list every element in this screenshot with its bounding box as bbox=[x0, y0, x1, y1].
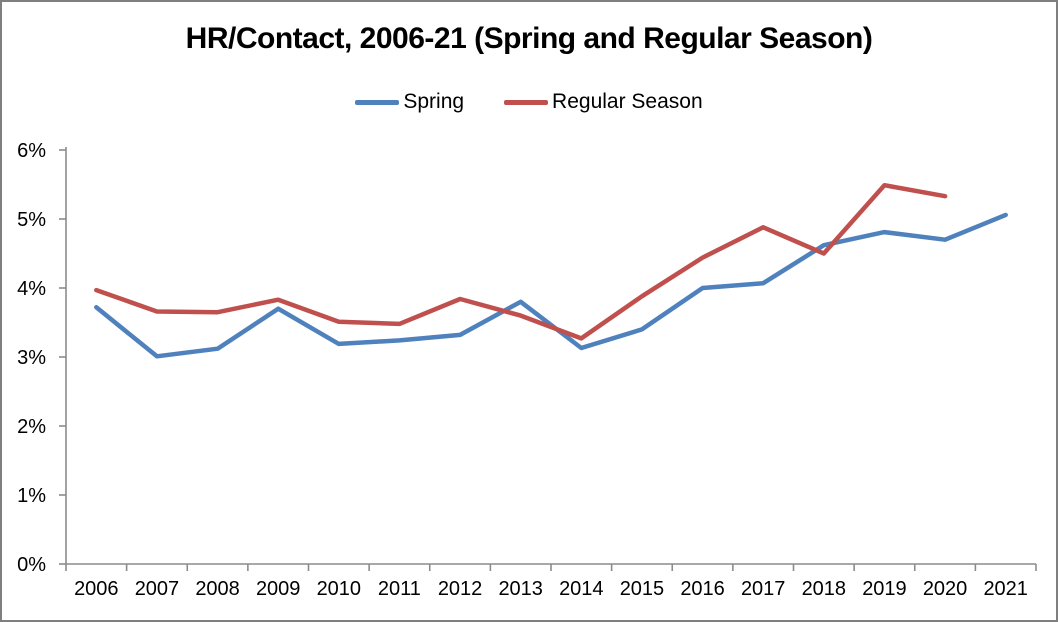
y-tick-label: 4% bbox=[17, 278, 46, 300]
x-tick-label: 2020 bbox=[923, 578, 968, 600]
legend-label-regular-season: Regular Season bbox=[552, 90, 703, 113]
x-tick-label: 2008 bbox=[195, 578, 240, 600]
x-tick-label: 2015 bbox=[620, 578, 665, 600]
y-tick-label: 0% bbox=[17, 554, 46, 576]
y-tick-label: 3% bbox=[17, 347, 46, 369]
x-tick-label: 2019 bbox=[862, 578, 907, 600]
y-tick-label: 1% bbox=[17, 485, 46, 507]
x-tick-label: 2012 bbox=[438, 578, 483, 600]
x-tick-label: 2013 bbox=[498, 578, 543, 600]
legend-label-spring: Spring bbox=[403, 90, 465, 113]
chart-legend: Spring Regular Season bbox=[2, 90, 1056, 114]
x-tick-label: 2011 bbox=[378, 578, 421, 600]
series-line-regular-season bbox=[94, 182, 948, 341]
x-tick-label: 2009 bbox=[256, 578, 301, 600]
x-tick-label: 2021 bbox=[983, 578, 1028, 600]
legend-item-regular-season: Regular Season bbox=[504, 90, 703, 114]
legend-item-spring: Spring bbox=[355, 90, 464, 114]
series-line-spring bbox=[94, 212, 1008, 359]
regular-season-line-swatch-icon bbox=[504, 99, 549, 105]
x-tick-label: 2017 bbox=[741, 578, 786, 600]
spring-line-swatch-icon bbox=[355, 99, 400, 105]
x-tick-label: 2014 bbox=[559, 578, 604, 600]
chart-title: HR/Contact, 2006-21 (Spring and Regular … bbox=[185, 22, 873, 55]
x-tick-label: 2016 bbox=[680, 578, 725, 600]
y-tick-label: 5% bbox=[17, 209, 46, 231]
y-tick-label: 2% bbox=[17, 416, 46, 438]
y-tick-label: 6% bbox=[17, 140, 46, 162]
x-tick-label: 2006 bbox=[74, 578, 119, 600]
x-tick-label: 2007 bbox=[135, 578, 180, 600]
x-tick-label: 2010 bbox=[317, 578, 362, 600]
x-tick-label: 2018 bbox=[802, 578, 847, 600]
